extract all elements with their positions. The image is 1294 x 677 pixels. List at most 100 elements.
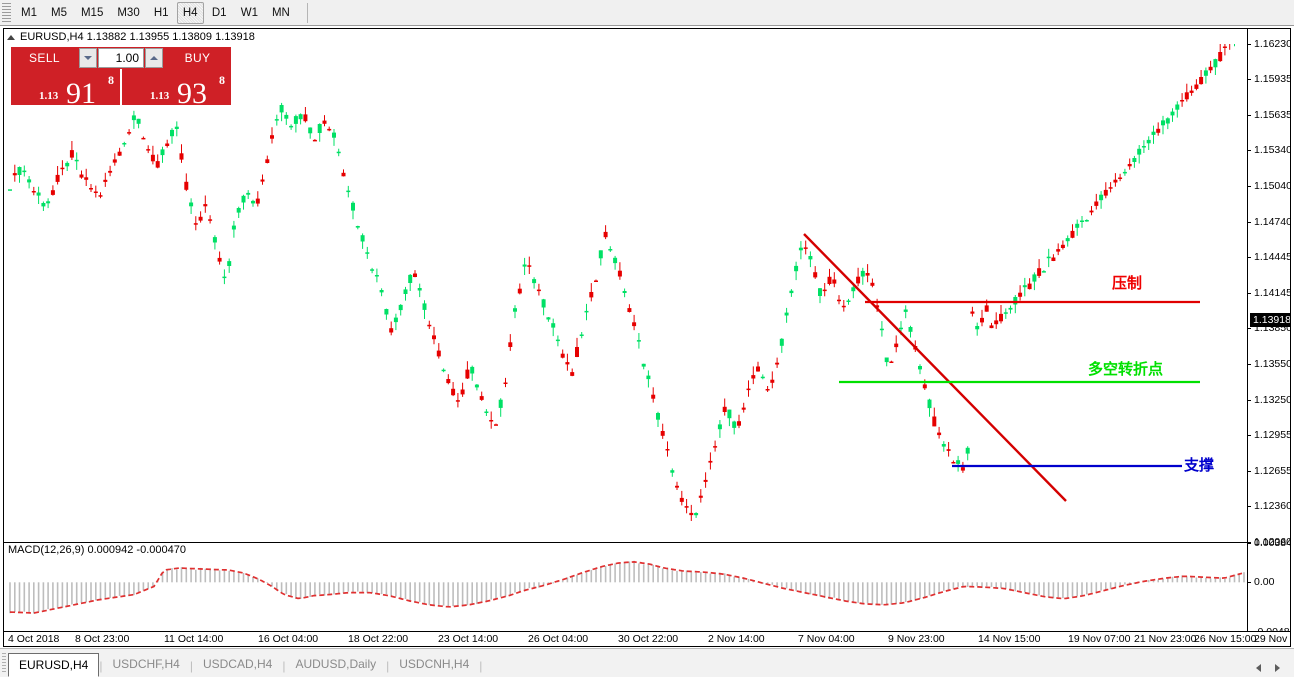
one-click-trading-panel[interactable]: SELL 1.00 BUY 1.13 91 8 1.13 93 8 <box>11 47 231 105</box>
tab-separator: | <box>99 659 103 673</box>
timeframe-button-h1[interactable]: H1 <box>153 6 169 19</box>
buy-price-big: 93 <box>177 77 207 106</box>
price-scale[interactable]: 1.16230 1.15935 1.15635 1.15340 1.15040 1.147… <box>1247 29 1290 646</box>
chart-tab-eurusd-h4[interactable]: EURUSD,H4 <box>8 653 100 677</box>
time-tick-label: 14 Nov 15:00 <box>978 633 1041 645</box>
toolbar-divider <box>306 2 308 23</box>
chart-tab-usdcad-h4[interactable]: USDCAD,H4 <box>202 657 273 671</box>
chart-tab-usdchf-h4[interactable]: USDCHF,H4 <box>112 657 180 671</box>
buy-price-point: 8 <box>219 73 225 87</box>
subwindow-divider[interactable] <box>4 542 1290 543</box>
price-tick-mark <box>1248 435 1251 437</box>
time-tick-label: 19 Nov 07:00 <box>1068 633 1131 645</box>
macd-tick-label: 0.00 <box>1254 576 1275 589</box>
annotation-label-resistance: 压制 <box>1112 274 1143 292</box>
buy-price-prefix: 1.13 <box>150 90 170 102</box>
timeframe-button-m30[interactable]: M30 <box>117 6 140 19</box>
chevron-down-icon <box>84 56 92 60</box>
timeframe-button-m5[interactable]: M5 <box>50 6 67 19</box>
time-tick-label: 26 Nov 15:00 <box>1194 633 1257 645</box>
sell-price-prefix: 1.13 <box>39 90 59 102</box>
sell-button[interactable]: SELL <box>11 47 78 69</box>
price-tick-mark <box>1248 257 1251 259</box>
macd-plot-area[interactable] <box>4 543 1249 632</box>
price-tick-label: 1.12655 <box>1254 464 1291 477</box>
time-tick-label: 7 Nov 04:00 <box>798 633 855 645</box>
trade-prices-row: 1.13 91 8 1.13 93 8 <box>11 69 231 105</box>
timeframe-button-m15[interactable]: M15 <box>80 6 104 19</box>
time-tick-label: 9 Nov 23:00 <box>888 633 945 645</box>
macd-tick-label: 0.003847 <box>1254 537 1290 549</box>
timeframe-button-h4[interactable]: H4 <box>176 1 204 24</box>
price-plot-area[interactable] <box>4 29 1249 542</box>
price-tick-label: 1.14445 <box>1254 251 1291 264</box>
price-tick-mark <box>1248 506 1251 508</box>
tab-separator: | <box>479 659 483 673</box>
price-tick-label: 1.15040 <box>1254 180 1291 193</box>
price-tick-mark <box>1248 399 1251 401</box>
price-tick-label: 1.14740 <box>1254 215 1291 228</box>
price-tick-label: 1.13550 <box>1254 358 1291 371</box>
chart-tab-strip: EURUSD,H4 | USDCHF,H4 | USDCAD,H4 | AUDU… <box>0 648 1294 677</box>
volume-stepper[interactable]: 1.00 <box>78 47 164 69</box>
annotation-label-turning-point: 多空转折点 <box>1088 360 1164 378</box>
sell-price-display[interactable]: 1.13 91 8 <box>11 69 120 105</box>
tab-separator: | <box>189 659 193 673</box>
chart-tab-audusd-daily[interactable]: AUDUSD,Daily <box>295 657 377 671</box>
time-tick-label: 29 Nov 04:00 <box>1254 633 1290 645</box>
volume-increment-button[interactable] <box>145 48 163 68</box>
time-tick-label: 30 Oct 22:00 <box>618 633 679 645</box>
price-tick-label: 1.12955 <box>1254 429 1291 442</box>
sell-price-big: 91 <box>66 77 96 106</box>
price-tick-label: 1.12360 <box>1254 500 1291 513</box>
buy-price-display[interactable]: 1.13 93 8 <box>122 69 231 105</box>
price-tick-mark <box>1248 44 1251 45</box>
price-tick-label: 1.13250 <box>1254 393 1291 406</box>
time-tick-label: 23 Oct 14:00 <box>438 633 499 645</box>
candlestick-series <box>8 29 1246 521</box>
time-tick-label: 21 Nov 23:00 <box>1134 633 1197 645</box>
chevron-up-icon <box>150 56 158 60</box>
volume-decrement-button[interactable] <box>79 48 97 68</box>
chart-window[interactable]: EURUSD,H4 1.13882 1.13955 1.13809 1.1391… <box>3 28 1291 647</box>
timeframe-toolbar: M1 M5 M15 M30 H1 H4 D1 W1 MN <box>0 0 1294 26</box>
trade-controls-row: SELL 1.00 BUY <box>11 47 231 69</box>
price-tick-mark <box>1248 186 1251 188</box>
time-tick-label: 8 Oct 23:00 <box>75 633 130 645</box>
macd-indicator-label: MACD(12,26,9) 0.000942 -0.000470 <box>8 544 186 556</box>
chart-header-text: EURUSD,H4 1.13882 1.13955 1.13809 1.1391… <box>20 31 255 43</box>
macd-series <box>9 560 1245 614</box>
tab-navigation <box>1256 664 1294 677</box>
tab-separator: | <box>282 659 286 673</box>
toolbar-drag-handle[interactable] <box>2 2 11 23</box>
chart-drawings-layer[interactable] <box>4 44 1249 542</box>
price-tick-label: 1.14145 <box>1254 287 1291 299</box>
price-tick-label: 1.12060 <box>1254 536 1291 548</box>
price-tick-mark <box>1248 470 1251 472</box>
price-tick-mark <box>1248 542 1251 543</box>
timeframe-button-mn[interactable]: MN <box>271 6 290 19</box>
price-tick-label: 1.16230 <box>1254 38 1291 50</box>
collapse-triangle-icon[interactable] <box>7 34 15 40</box>
scroll-right-icon[interactable] <box>1275 664 1280 672</box>
price-tick-mark <box>1248 115 1251 117</box>
buy-button[interactable]: BUY <box>164 47 231 69</box>
sell-price-point: 8 <box>108 73 114 87</box>
annotation-label-support: 支撑 <box>1184 456 1215 474</box>
macd-tick-mark <box>1248 543 1251 544</box>
tabstrip-drag-handle[interactable] <box>2 653 6 673</box>
price-tick-mark <box>1248 221 1251 223</box>
timeframe-button-d1[interactable]: D1 <box>211 6 227 19</box>
price-tick-mark <box>1248 79 1251 81</box>
tab-separator: | <box>386 659 390 673</box>
volume-input[interactable]: 1.00 <box>98 48 144 68</box>
price-tick-mark <box>1248 328 1251 330</box>
timeframe-button-w1[interactable]: W1 <box>240 6 258 19</box>
price-tick-label: 1.15340 <box>1254 144 1291 157</box>
price-tick-mark <box>1248 364 1251 366</box>
time-tick-label: 26 Oct 04:00 <box>528 633 589 645</box>
timeframe-button-m1[interactable]: M1 <box>21 6 37 19</box>
scroll-left-icon[interactable] <box>1256 664 1261 672</box>
time-scale[interactable]: 4 Oct 2018 8 Oct 23:00 11 Oct 14:00 16 Oct … <box>4 631 1290 646</box>
chart-tab-usdcnh-h4[interactable]: USDCNH,H4 <box>399 657 470 671</box>
